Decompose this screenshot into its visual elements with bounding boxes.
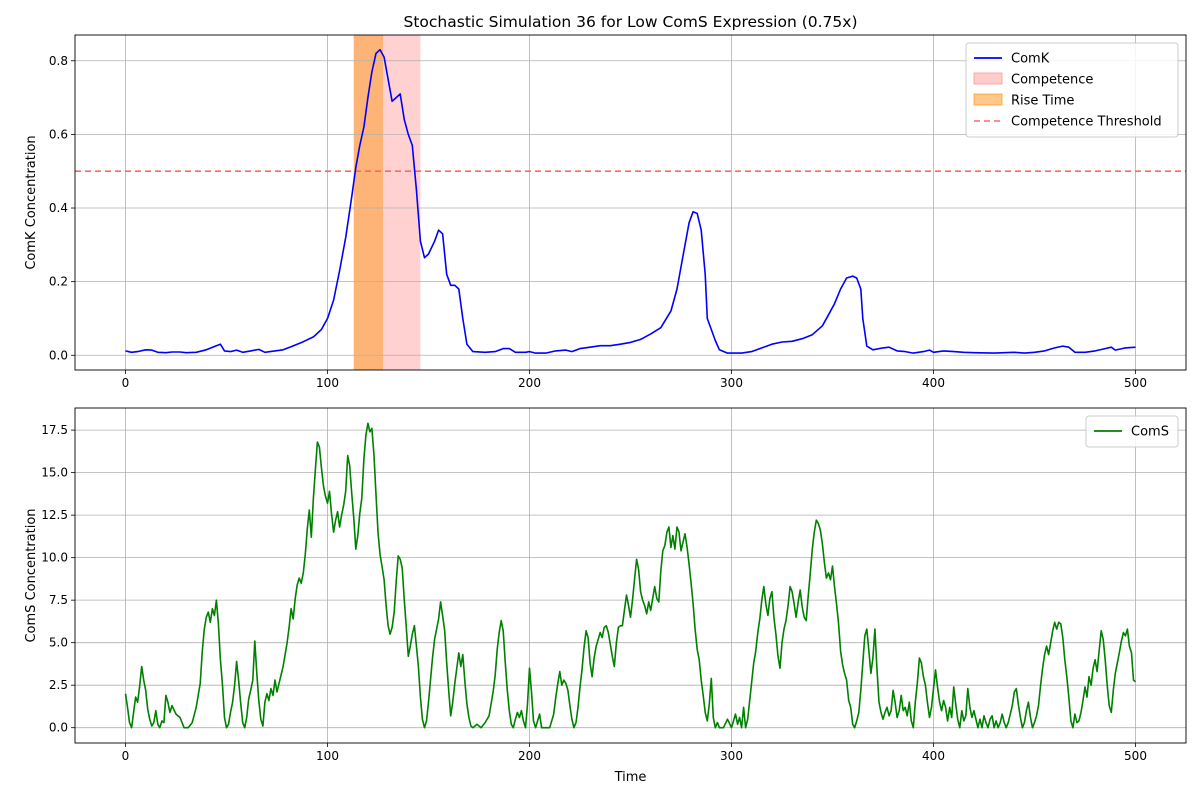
series-line-coms	[124, 422, 1137, 729]
legend: ComK Competence Rise Time Competence Thresh…	[965, 42, 1179, 138]
y-tick-label: 0.4	[49, 201, 68, 215]
y-tick-label: 10.0	[41, 551, 68, 565]
legend: ComS	[1085, 415, 1179, 448]
x-tick-label: 200	[518, 376, 541, 390]
axes-frame	[74, 407, 1187, 744]
legend-box	[1085, 415, 1179, 448]
chart-comk: 0 100 200 300 400 500 0.0 0.2 0.4 0.6 0.8 Stochasti…	[24, 13, 1187, 390]
x-tick-label: 200	[518, 749, 541, 763]
legend-swatch-rise-time	[973, 93, 1003, 106]
x-tick-label: 0	[122, 749, 130, 763]
y-tick-label: 0.6	[49, 127, 68, 141]
legend-label: ComK	[1011, 52, 1050, 67]
x-tick-label: 300	[720, 376, 743, 390]
y-tick-label: 17.5	[41, 423, 68, 437]
legend-box	[965, 42, 1179, 138]
y-axis-label: ComS Concentration	[24, 508, 39, 642]
chart-title: Stochastic Simulation 36 for Low ComS Ex…	[404, 13, 858, 31]
legend-label: Competence Threshold	[1011, 115, 1162, 130]
y-tick-label: 0.2	[49, 275, 68, 289]
legend-label: Competence	[1011, 73, 1093, 88]
series-line-comk	[125, 48, 1136, 354]
rise-time-span	[353, 35, 384, 370]
y-tick-label: 5.0	[49, 636, 68, 650]
x-tick-label: 400	[922, 376, 945, 390]
y-tick-label: 15.0	[41, 466, 68, 480]
y-tick-label: 2.5	[49, 678, 68, 692]
y-tick-label: 0.0	[49, 721, 68, 735]
y-axis-label: ComK Concentration	[24, 135, 39, 269]
legend-label: ComS	[1131, 425, 1169, 440]
chart-coms: 0 100 200 300 400 500 0.0 2.5 5.0 7.5 10.0 12.5 15.0…	[24, 407, 1187, 785]
y-tick-label: 0.0	[49, 348, 68, 362]
x-axis-label: Time	[614, 770, 647, 785]
y-tick-label: 0.8	[49, 54, 68, 68]
x-tick-label: 400	[922, 749, 945, 763]
x-tick-label: 500	[1124, 376, 1147, 390]
x-tick-label: 300	[720, 749, 743, 763]
y-tick-label: 12.5	[41, 508, 68, 522]
x-tick-label: 0	[122, 376, 130, 390]
legend-swatch-competence	[973, 72, 1003, 85]
axes-frame	[74, 34, 1187, 371]
legend-label: Rise Time	[1011, 94, 1074, 109]
x-tick-label: 100	[316, 376, 339, 390]
x-tick-label: 500	[1124, 749, 1147, 763]
x-tick-label: 100	[316, 749, 339, 763]
y-tick-label: 7.5	[49, 593, 68, 607]
